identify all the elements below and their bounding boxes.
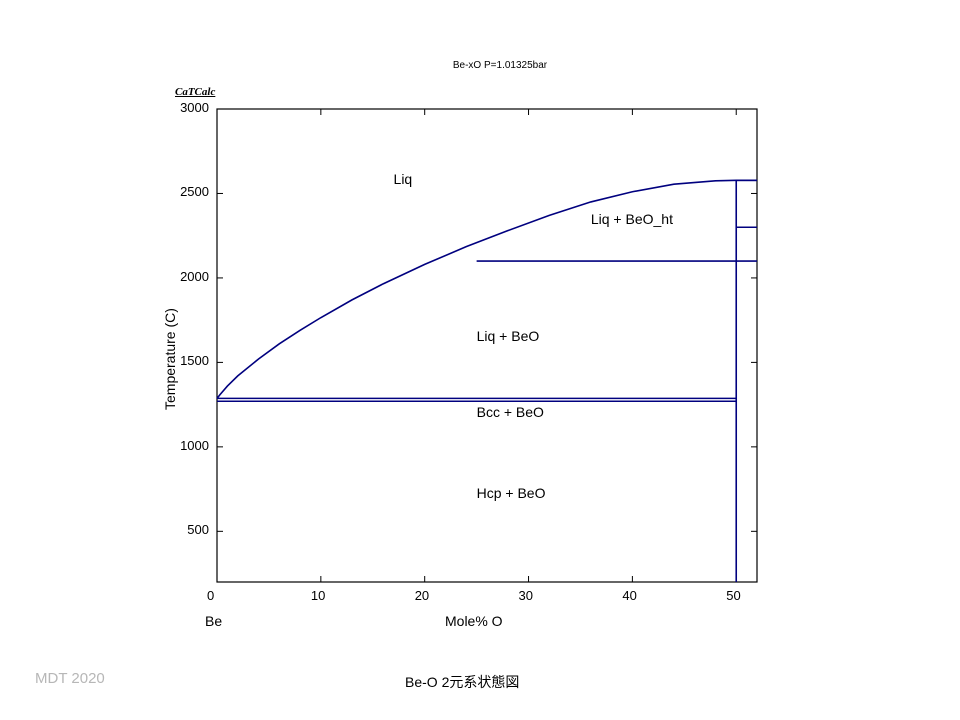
y-tick-label: 2000 — [180, 269, 209, 284]
region-label: Liq + BeO — [477, 328, 540, 344]
y-tick-label: 500 — [187, 522, 209, 537]
x-corner-label: Be — [205, 613, 222, 629]
region-label: Liq — [394, 171, 413, 187]
y-tick-label: 1500 — [180, 353, 209, 368]
y-axis-label: Temperature (C) — [162, 308, 178, 410]
footer-center: Be-O 2元系状態図 — [405, 672, 519, 692]
phase-diagram-canvas: Be-xO P=1.01325bar CaTCalc Temperature (… — [0, 0, 960, 720]
x-tick-label: 20 — [415, 588, 429, 603]
region-label: Bcc + BeO — [477, 404, 544, 420]
x-tick-label: 50 — [726, 588, 740, 603]
footer-left: MDT 2020 — [35, 670, 105, 687]
x-tick-label: 10 — [311, 588, 325, 603]
region-label: Hcp + BeO — [477, 485, 546, 501]
x-tick-label: 40 — [622, 588, 636, 603]
x-tick-label: 0 — [207, 588, 214, 603]
region-label: Liq + BeO_ht — [591, 211, 673, 227]
plot-svg — [0, 0, 960, 720]
y-tick-label: 3000 — [180, 100, 209, 115]
x-axis-label: Mole% O — [445, 613, 503, 629]
y-tick-label: 2500 — [180, 184, 209, 199]
x-tick-label: 30 — [519, 588, 533, 603]
y-tick-label: 1000 — [180, 438, 209, 453]
